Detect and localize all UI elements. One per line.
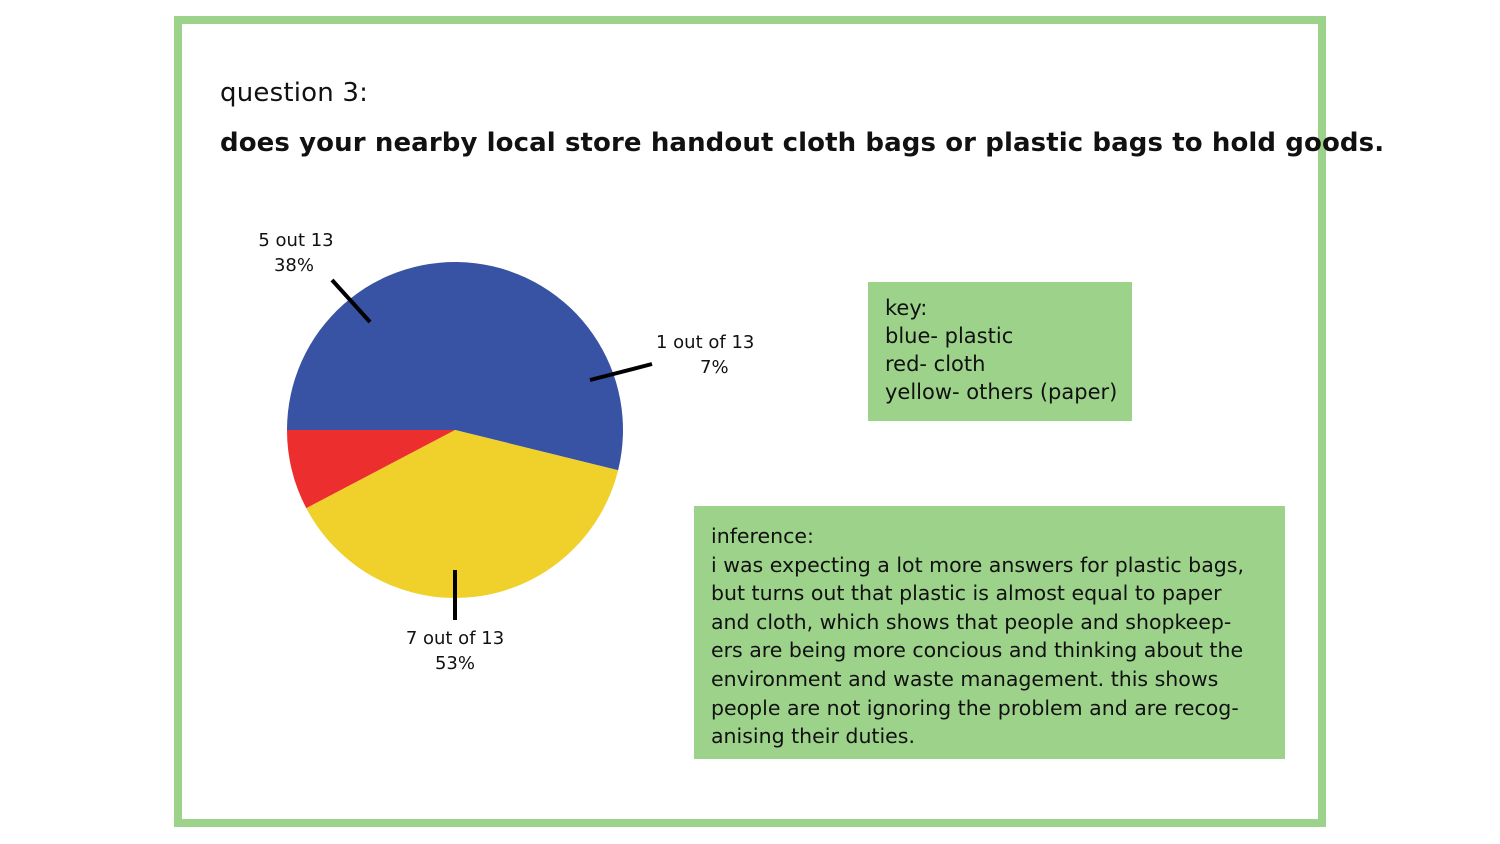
inference-line: anising their duties. (711, 724, 915, 749)
inference-line: environment and waste management. this s… (711, 666, 1219, 691)
pie-slice-plastic (287, 262, 623, 471)
inference-title: inference: (711, 524, 814, 548)
leader-line-cloth (589, 362, 653, 382)
question-label: question 3: (220, 78, 369, 108)
slice-label-plastic-count: 7 out of 13 (406, 628, 504, 649)
pie-slice-others (306, 430, 619, 598)
pie-chart: 7 out of 13 53% 5 out 13 38% 1 out of 13 7% (258, 230, 754, 674)
pie-slice-cloth (287, 430, 455, 509)
slice-label-others-percent: 38% (274, 255, 314, 276)
inference-line: i was expecting a lot more answers for p… (711, 552, 1244, 577)
question-text: does your nearby local store handout clo… (220, 128, 1385, 158)
key-item-cloth: red- cloth (885, 352, 986, 376)
inference-box: inference: i was expecting a lot more an… (694, 506, 1285, 759)
leader-line-others (330, 278, 372, 324)
inference-line: but turns out that plastic is almost equ… (711, 581, 1222, 606)
key-box: key: blue- plastic red- cloth yellow- ot… (868, 282, 1132, 421)
inference-line: people are not ignoring the problem and … (711, 695, 1239, 720)
key-title: key: (885, 296, 928, 320)
slice-label-others-count: 5 out 13 (258, 230, 333, 251)
slice-label-plastic-percent: 53% (435, 653, 475, 674)
key-item-plastic: blue- plastic (885, 324, 1014, 348)
inference-line: ers are being more concious and thinking… (711, 638, 1244, 663)
slice-label-cloth-percent: 7% (700, 357, 729, 378)
slice-label-cloth-count: 1 out of 13 (656, 332, 754, 353)
key-item-others: yellow- others (paper) (885, 380, 1118, 404)
inference-line: and cloth, which shows that people and s… (711, 609, 1232, 634)
